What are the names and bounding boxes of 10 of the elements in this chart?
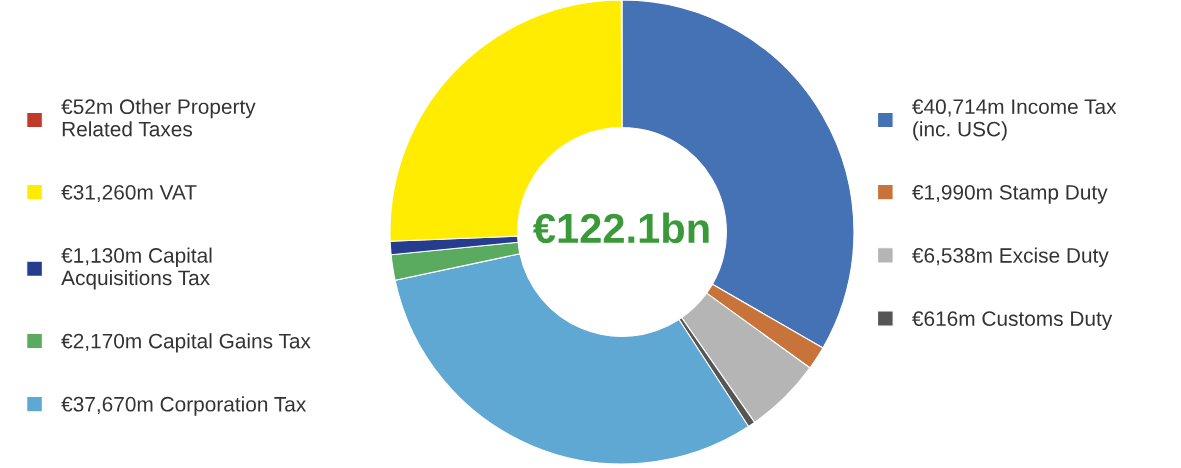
legend-label: €6,538m Excise Duty [912, 247, 1109, 267]
legend-label: €1,130m Capital Acquisitions Tax [61, 247, 212, 290]
legend-label: €40,714m Income Tax (inc. USC) [912, 99, 1117, 141]
legend-label: €37,670m Corporation Tax [61, 396, 307, 416]
legend-label: €31,260m VAT [61, 184, 197, 203]
text: €122.1bn [533, 212, 709, 244]
legend-label: €616m Customs Duty [912, 311, 1113, 331]
legend-label: €1,990m Stamp Duty [912, 184, 1108, 204]
legend-label: €52m Other Property Related Taxes [61, 98, 256, 137]
legend-label: €2,170m Capital Gains Tax [61, 333, 311, 353]
